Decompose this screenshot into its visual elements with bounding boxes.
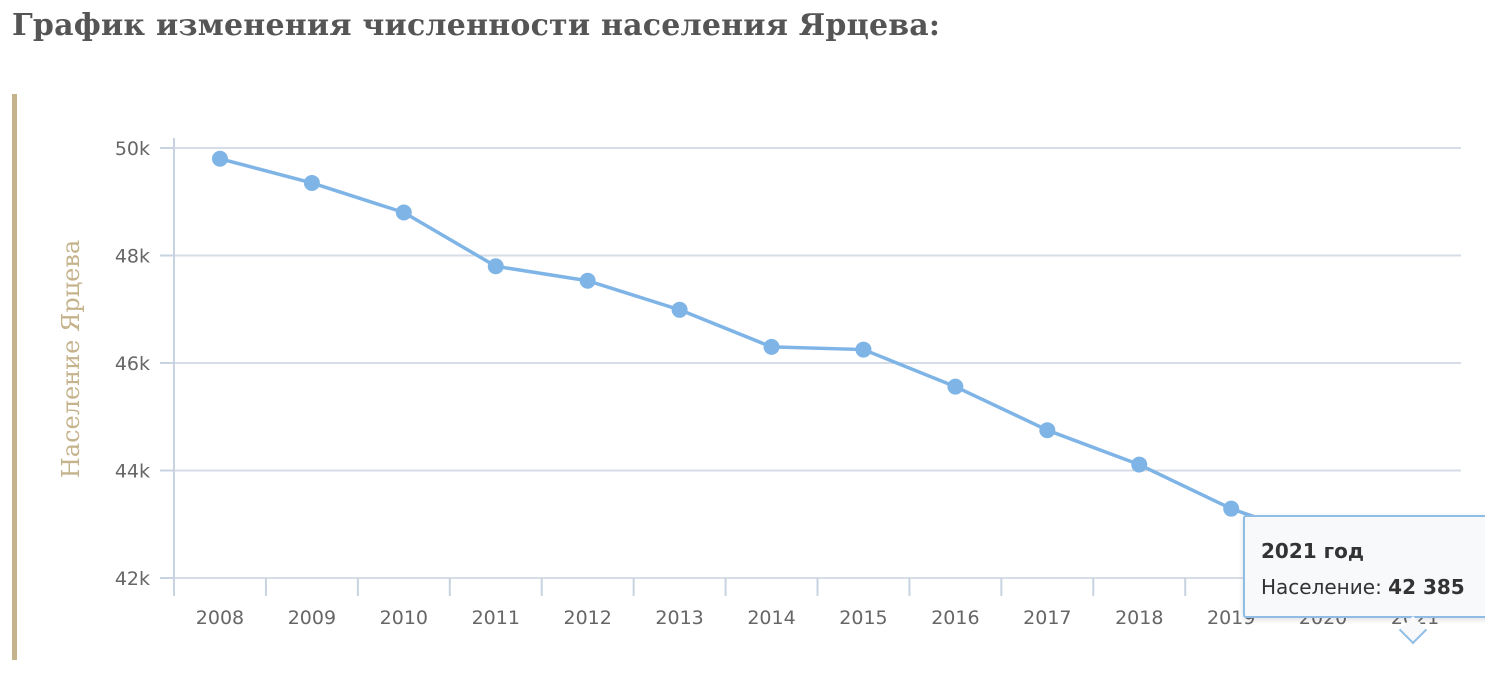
data-point[interactable] [671, 301, 688, 318]
chart-frame: 42k 44k 46k 48k 50k 2008 2009 2010 2011 2012 2013 2… [12, 94, 1485, 660]
x-tick-label: 2017 [1023, 607, 1071, 629]
data-point[interactable] [303, 174, 320, 191]
series-line [219, 157, 1416, 560]
y-tick-label: 46k [115, 353, 150, 375]
data-point[interactable] [763, 338, 780, 355]
data-point[interactable] [1131, 456, 1148, 473]
data-point[interactable] [1223, 500, 1240, 517]
series-layer [211, 150, 1424, 566]
x-tick-label: 2013 [655, 607, 703, 629]
y-tick-label: 50k [115, 138, 150, 160]
data-point[interactable] [211, 150, 228, 167]
page-title: График изменения численности населения Я… [12, 8, 941, 43]
data-point[interactable] [1039, 422, 1056, 439]
data-tooltip: 2021 год Население: 42 385 [1243, 515, 1485, 645]
data-point[interactable] [395, 204, 412, 221]
tooltip-row: Население: 42 385 [1261, 575, 1465, 599]
y-tick-label: 44k [115, 461, 150, 483]
data-point[interactable] [855, 341, 872, 358]
x-tick-label: 2011 [472, 607, 520, 629]
data-point[interactable] [487, 258, 504, 275]
tooltip-label: Население: [1261, 575, 1382, 599]
tooltip-title: 2021 год [1261, 539, 1364, 563]
y-tick-label: 48k [115, 246, 150, 268]
label-layer: 42k 44k 46k 48k 50k 2008 2009 2010 2011 2012 2013 2… [57, 138, 1439, 629]
x-tick-label: 2016 [931, 607, 979, 629]
y-axis-title: Население Ярцева [57, 240, 85, 478]
x-tick-label: 2010 [380, 607, 428, 629]
data-point[interactable] [579, 272, 596, 289]
grid-layer [174, 147, 1461, 579]
x-tick-label: 2018 [1115, 607, 1163, 629]
data-point[interactable] [947, 378, 964, 395]
x-tick-label: 2012 [563, 607, 611, 629]
x-tick-label: 2014 [747, 607, 795, 629]
tooltip-value: 42 385 [1388, 575, 1465, 599]
y-tick-label: 42k [115, 568, 150, 590]
population-chart: 42k 44k 46k 48k 50k 2008 2009 2010 2011 2012 2013 2… [57, 138, 1462, 629]
x-tick-label: 2015 [839, 607, 887, 629]
x-tick-label: 2009 [288, 607, 336, 629]
x-tick-label: 2008 [196, 607, 244, 629]
